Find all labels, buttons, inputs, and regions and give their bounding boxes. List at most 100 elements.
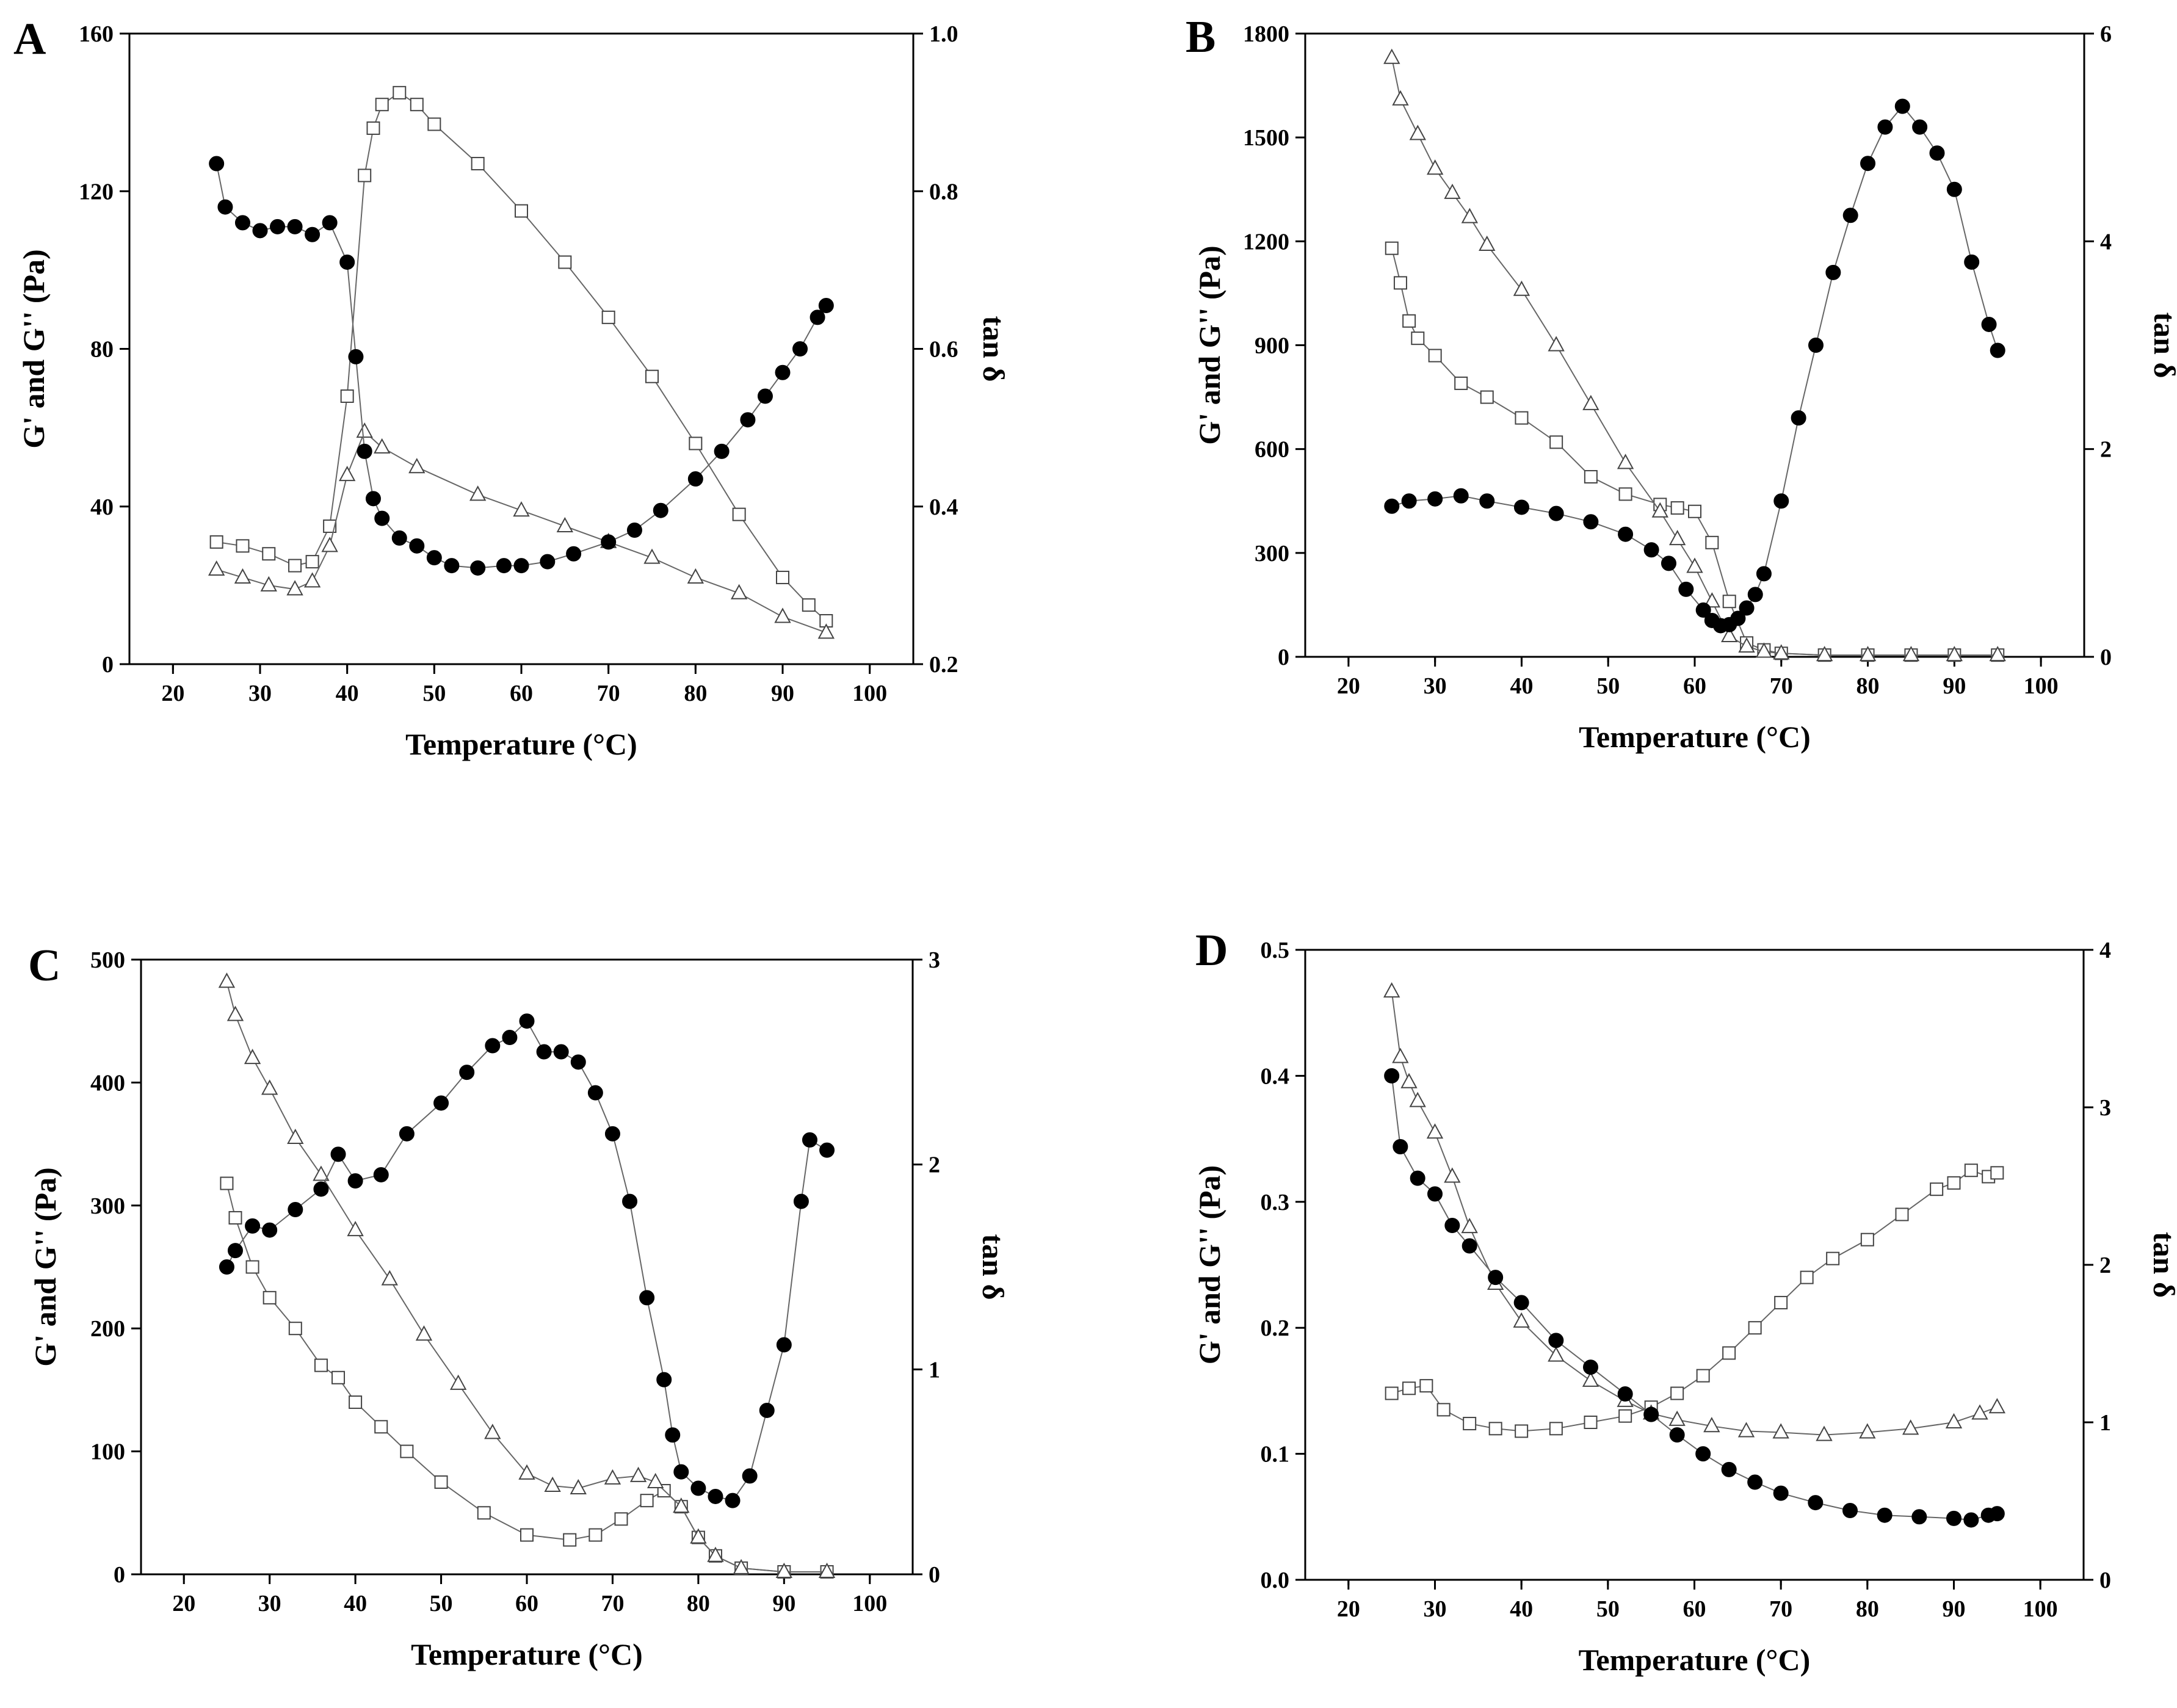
data-point — [217, 199, 233, 215]
data-point — [1696, 1369, 1710, 1383]
data-point — [1738, 637, 1755, 653]
data-point — [1661, 555, 1676, 571]
data-point — [1721, 1461, 1737, 1477]
data-point — [1946, 646, 1963, 662]
data-point — [1402, 1381, 1416, 1395]
panel-letter: B — [1186, 12, 1215, 62]
data-point — [314, 1358, 328, 1372]
data-point — [1400, 1073, 1418, 1088]
data-point — [1670, 501, 1684, 515]
data-point — [287, 1128, 304, 1145]
data-point — [1426, 159, 1444, 175]
x-tick-label: 60 — [515, 1591, 538, 1616]
data-point — [1513, 1312, 1530, 1328]
data-point — [639, 1290, 655, 1306]
data-point — [1401, 493, 1417, 509]
data-point — [629, 1466, 647, 1482]
data-point — [1643, 542, 1659, 558]
data-point — [1513, 1295, 1529, 1311]
data-point — [331, 1370, 346, 1384]
x-tick-label: 80 — [684, 681, 707, 706]
data-point — [1912, 119, 1928, 135]
data-point — [556, 516, 574, 533]
data-point — [409, 538, 425, 554]
data-point — [1669, 1427, 1685, 1443]
y-tick-label: 0.0 — [1261, 1568, 1290, 1593]
data-point — [209, 156, 225, 172]
y2-tick-label: 1 — [2099, 1410, 2111, 1436]
data-point — [1582, 1371, 1599, 1387]
x-tick-label: 40 — [1510, 673, 1533, 699]
y2-tick-label: 3 — [929, 947, 940, 973]
data-point — [1859, 1423, 1876, 1439]
data-point — [1651, 502, 1668, 518]
data-point — [708, 1488, 723, 1504]
y2-tick-label: 0.8 — [929, 179, 958, 204]
y-tick-label: 80 — [90, 337, 114, 363]
data-point — [252, 223, 268, 239]
x-tick-label: 80 — [1856, 1596, 1879, 1622]
data-point — [690, 1528, 707, 1544]
data-point — [357, 443, 372, 459]
data-point — [1747, 587, 1763, 603]
x-axis-label: Temperature (°C) — [405, 727, 637, 761]
y-axis-label: G' and G'' (Pa) — [16, 249, 51, 448]
data-point — [1773, 1485, 1789, 1501]
data-point — [313, 1181, 329, 1197]
data-point — [288, 1202, 303, 1218]
data-point — [774, 607, 791, 623]
data-point — [1748, 1321, 1762, 1335]
y-tick-label: 400 — [90, 1070, 125, 1096]
y-tick-label: 0.2 — [1261, 1315, 1290, 1341]
panel-letter: C — [28, 941, 60, 991]
data-point — [339, 254, 355, 270]
y-tick-label: 1800 — [1243, 21, 1289, 47]
data-point — [263, 1290, 277, 1305]
data-point — [1989, 1506, 2005, 1522]
data-point — [775, 1562, 793, 1578]
data-point — [1946, 1510, 1961, 1526]
data-point — [536, 1044, 552, 1060]
data-point — [1583, 514, 1599, 530]
data-point — [1816, 1425, 1833, 1441]
y-tick-label: 0.5 — [1261, 938, 1290, 963]
data-point — [1989, 646, 2006, 662]
y2-tick-label: 1.0 — [929, 21, 958, 47]
data-point — [1419, 1379, 1433, 1393]
series-g-double-prime — [208, 422, 835, 639]
data-point — [1774, 1295, 1788, 1309]
data-point — [1410, 1170, 1425, 1186]
data-point — [687, 568, 705, 584]
data-point — [1963, 1512, 1979, 1528]
data-point — [381, 1270, 398, 1286]
x-tick-label: 90 — [771, 681, 794, 706]
data-point — [1816, 646, 1833, 662]
data-point — [1480, 390, 1494, 404]
data-point — [714, 443, 730, 459]
data-point — [502, 1030, 518, 1046]
y2-tick-label: 0 — [2100, 645, 2112, 670]
data-point — [1668, 1410, 1686, 1426]
x-tick-label: 70 — [1770, 673, 1793, 699]
data-point — [218, 972, 236, 988]
x-tick-label: 30 — [248, 681, 272, 706]
data-point — [393, 85, 407, 100]
data-point — [1678, 581, 1694, 597]
data-point — [1859, 646, 1877, 662]
data-point — [810, 309, 825, 325]
data-point — [540, 554, 556, 570]
data-point — [459, 1065, 475, 1080]
data-point — [288, 559, 302, 573]
data-point — [1877, 119, 1893, 135]
data-point — [1618, 1409, 1632, 1423]
data-point — [1825, 264, 1841, 280]
data-point — [570, 1478, 587, 1495]
y2-tick-label: 0 — [2099, 1568, 2111, 1593]
data-point — [469, 485, 487, 501]
data-point — [1583, 1359, 1598, 1375]
data-point — [1618, 487, 1632, 501]
data-point — [1739, 600, 1755, 616]
data-point — [374, 510, 390, 526]
y-tick-label: 100 — [90, 1439, 125, 1465]
x-tick-label: 90 — [772, 1591, 795, 1616]
